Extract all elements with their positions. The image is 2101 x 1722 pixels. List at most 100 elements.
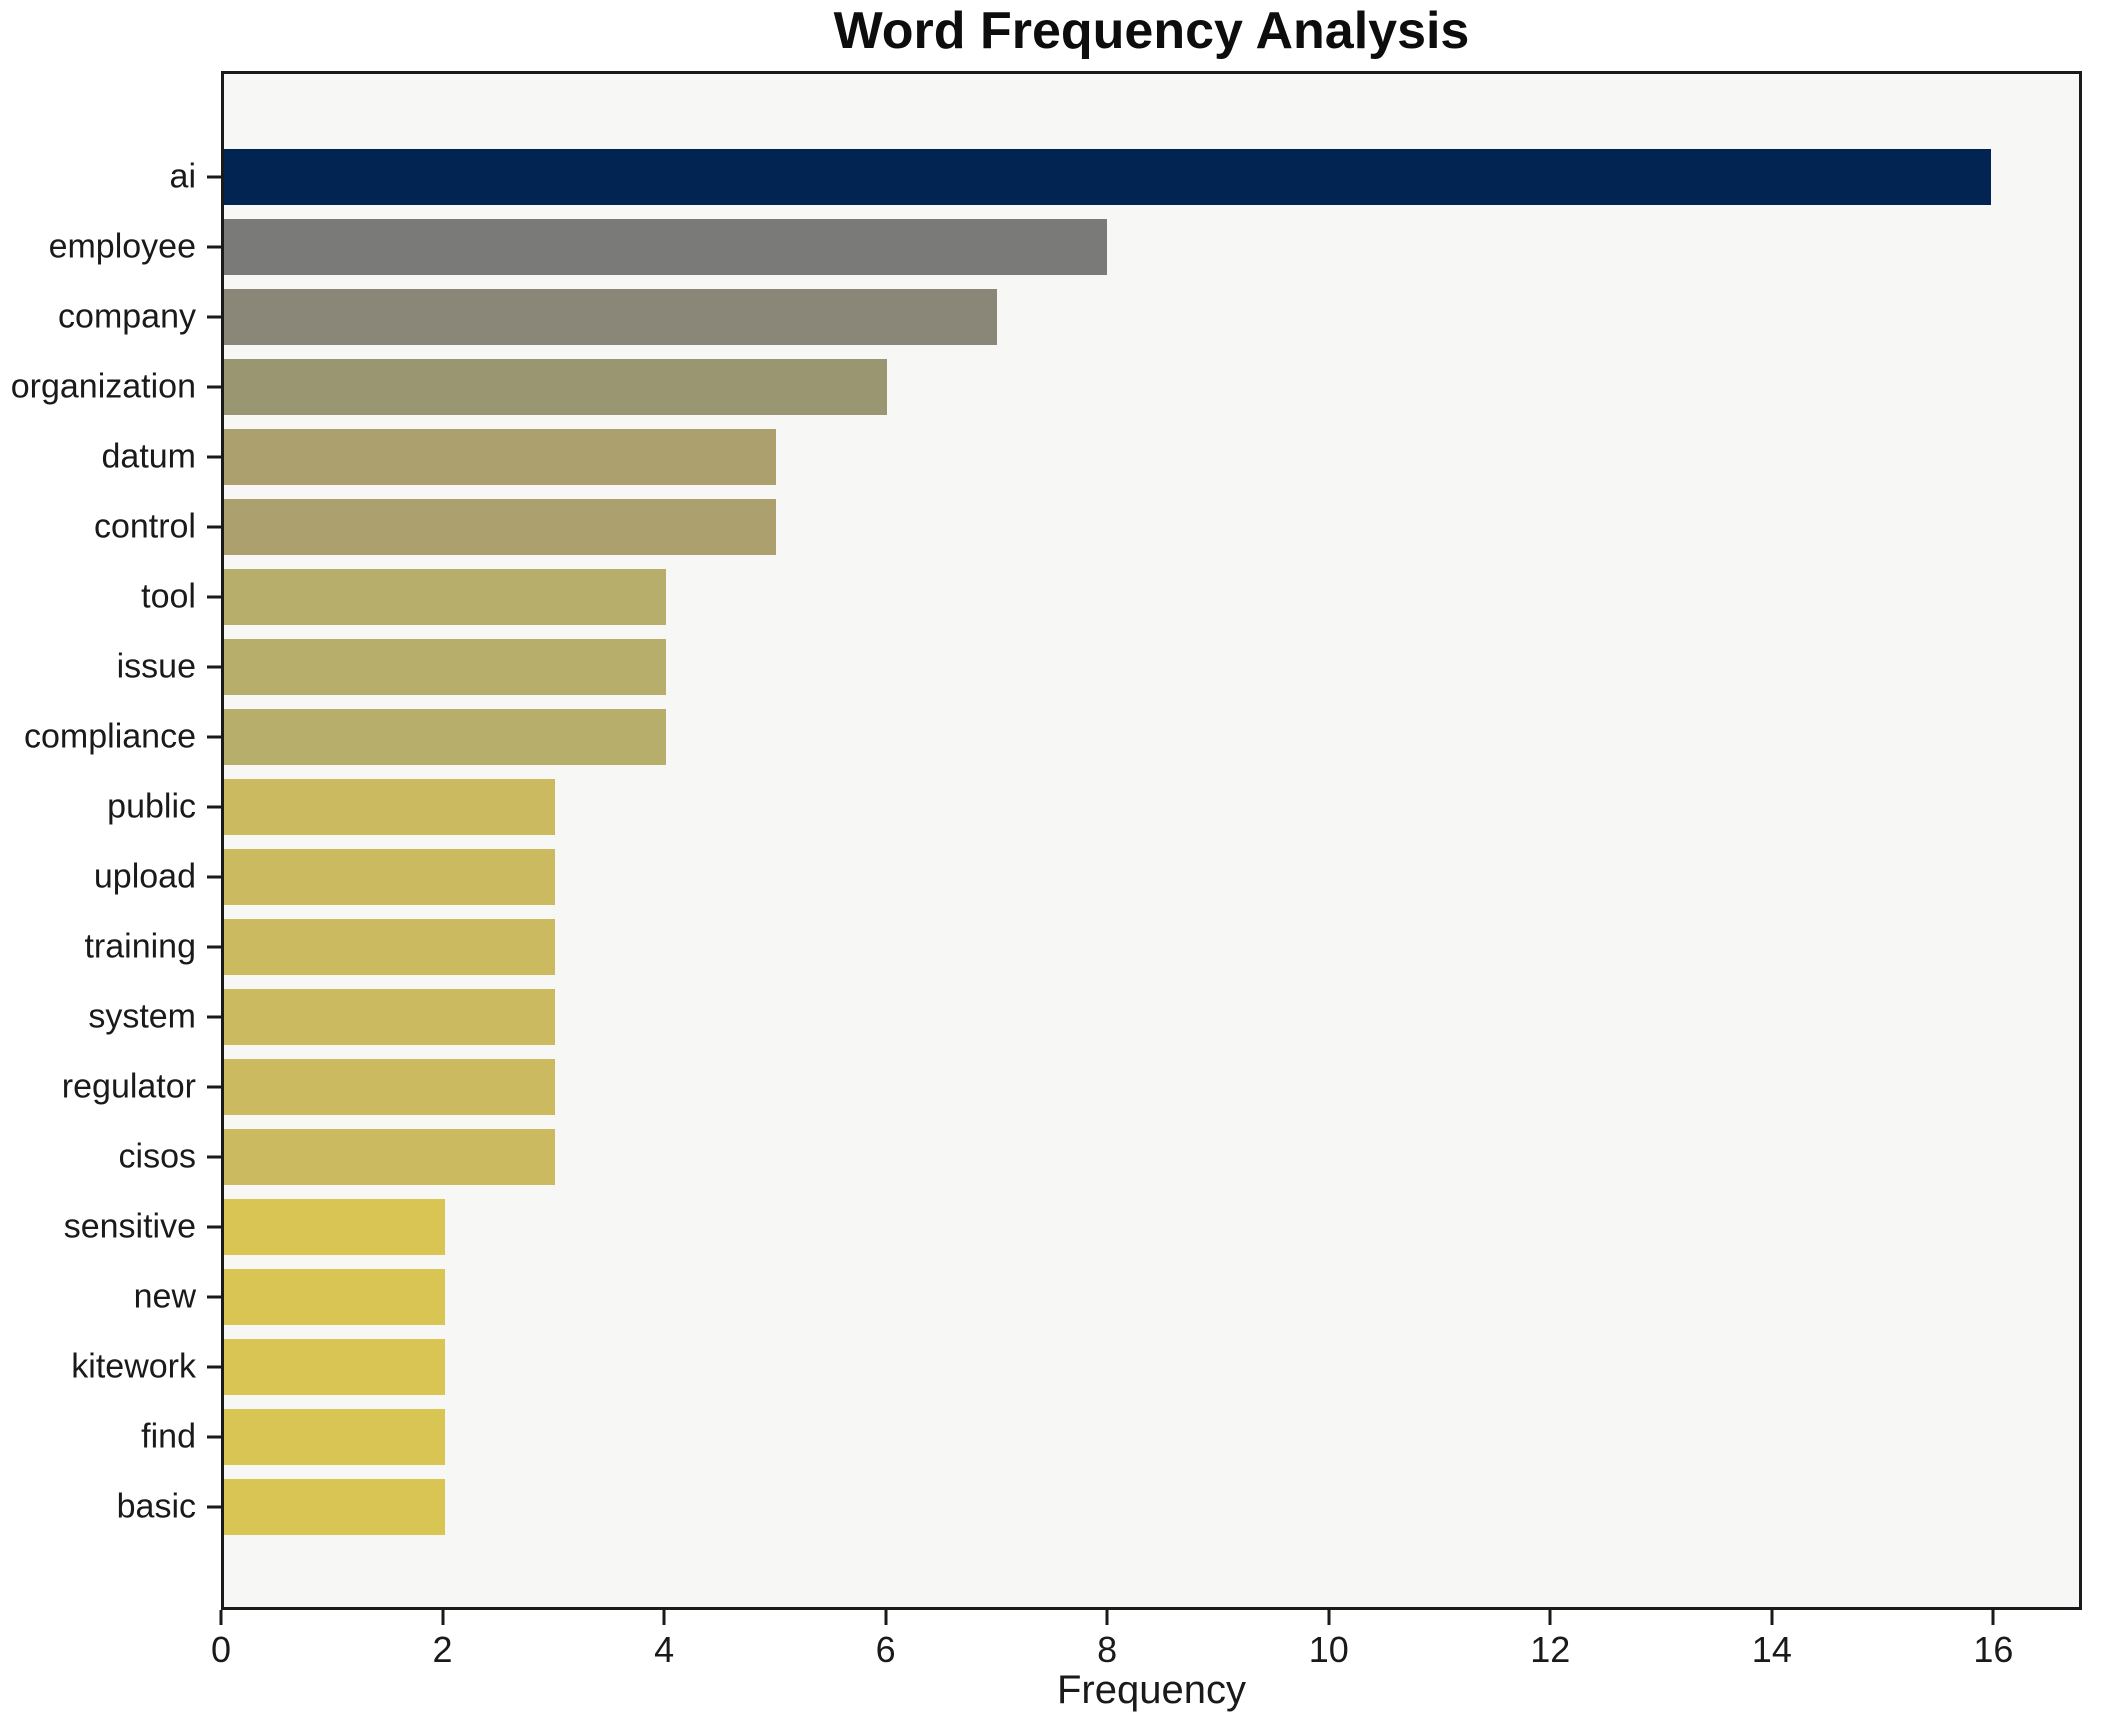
y-tick-label: cisos (118, 1137, 196, 1176)
y-tick-label: new (133, 1277, 196, 1316)
bar-row: company (58, 282, 2079, 352)
y-tick-label: upload (93, 857, 196, 896)
y-tick-mark (207, 1015, 221, 1019)
bar (224, 1199, 445, 1255)
y-tick-label: control (93, 507, 196, 546)
bar-row: basic (117, 1472, 2079, 1542)
y-tick-mark (207, 735, 221, 739)
bar (224, 1409, 445, 1465)
y-tick-label: datum (101, 437, 197, 476)
x-tick-mark (1327, 1610, 1331, 1625)
y-tick-mark (207, 805, 221, 809)
x-tick-mark (219, 1610, 223, 1625)
bar (224, 709, 666, 765)
bar (224, 149, 1991, 205)
y-tick-label: kitework (71, 1347, 196, 1386)
x-tick-label: 14 (1751, 1629, 1792, 1670)
x-tick-label: 16 (1973, 1629, 2014, 1670)
bar-row: cisos (119, 1122, 2079, 1192)
y-tick-label: employee (48, 227, 196, 266)
bar (224, 639, 666, 695)
y-tick-mark (207, 245, 221, 249)
bar (224, 1129, 556, 1185)
bar-row: organization (11, 352, 2079, 422)
bar-row: system (88, 982, 2079, 1052)
y-tick-label: system (88, 997, 196, 1036)
bar (224, 1269, 445, 1325)
x-tick-mark (884, 1610, 888, 1625)
bar-row: upload (94, 842, 2079, 912)
y-tick-label: compliance (24, 717, 196, 756)
bar (224, 1479, 445, 1535)
x-tick-label: 4 (654, 1629, 675, 1670)
x-tick-label: 6 (875, 1629, 896, 1670)
y-tick-label: tool (141, 577, 196, 616)
y-tick-mark (207, 665, 221, 669)
bar-row: public (107, 772, 2079, 842)
bar-row: training (84, 912, 2079, 982)
y-tick-mark (207, 175, 221, 179)
y-tick-mark (207, 1365, 221, 1369)
bar (224, 429, 777, 485)
bar-row: datum (102, 422, 2079, 492)
y-tick-label: public (107, 787, 196, 826)
y-tick-mark (207, 1295, 221, 1299)
y-tick-mark (207, 875, 221, 879)
y-tick-label: regulator (61, 1067, 196, 1106)
y-tick-label: organization (10, 367, 196, 406)
x-tick-mark (1770, 1610, 1774, 1625)
bar-row: new (134, 1262, 2079, 1332)
bar (224, 499, 777, 555)
bar-row: control (94, 492, 2079, 562)
y-tick-mark (207, 525, 221, 529)
bar-row: tool (141, 562, 2079, 632)
bar (224, 289, 997, 345)
x-tick-mark (1105, 1610, 1109, 1625)
bar (224, 569, 666, 625)
x-tick-mark (662, 1610, 666, 1625)
y-tick-mark (207, 1155, 221, 1159)
x-axis-title: Frequency (1057, 1668, 1246, 1712)
y-tick-mark (207, 455, 221, 459)
bar-row: issue (117, 632, 2079, 702)
y-tick-label: sensitive (63, 1207, 196, 1246)
y-tick-mark (207, 1435, 221, 1439)
x-tick-mark (1548, 1610, 1552, 1625)
y-tick-label: training (84, 927, 196, 966)
y-tick-mark (207, 1225, 221, 1229)
bar (224, 849, 556, 905)
bar-row: compliance (24, 702, 2079, 772)
x-tick-mark (1991, 1610, 1995, 1625)
chart-title: Word Frequency Analysis (833, 2, 1470, 60)
x-tick-mark (441, 1610, 445, 1625)
x-tick-label: 0 (210, 1629, 232, 1670)
y-tick-mark (207, 595, 221, 599)
y-tick-mark (207, 315, 221, 319)
bar (224, 1339, 445, 1395)
y-tick-label: ai (169, 157, 196, 196)
bar-row: regulator (62, 1052, 2079, 1122)
y-tick-label: company (58, 297, 196, 336)
x-tick-label: 2 (432, 1629, 453, 1670)
bar (224, 919, 556, 975)
y-tick-label: basic (116, 1487, 196, 1526)
bars-region: ai employee company organization datum contro… (11, 142, 2079, 1542)
y-tick-mark (207, 1085, 221, 1089)
y-tick-label: issue (116, 647, 196, 686)
x-tick-label: 10 (1308, 1629, 1349, 1670)
bar (224, 989, 556, 1045)
bar (224, 219, 1108, 275)
bar (224, 359, 887, 415)
x-tick-label: 12 (1530, 1629, 1571, 1670)
bar (224, 1059, 556, 1115)
bar-row: employee (49, 212, 2079, 282)
plot-area: ai employee company organization datum contro… (11, 71, 2082, 1610)
y-tick-mark (207, 945, 221, 949)
y-tick-mark (207, 1505, 221, 1509)
bar-row: kitework (71, 1332, 2079, 1402)
bar (224, 779, 556, 835)
x-axis: 0 2 4 6 8 10 12 14 16 (211, 1610, 2082, 1680)
y-tick-label: find (141, 1417, 196, 1456)
bar-row: ai (170, 142, 2079, 212)
